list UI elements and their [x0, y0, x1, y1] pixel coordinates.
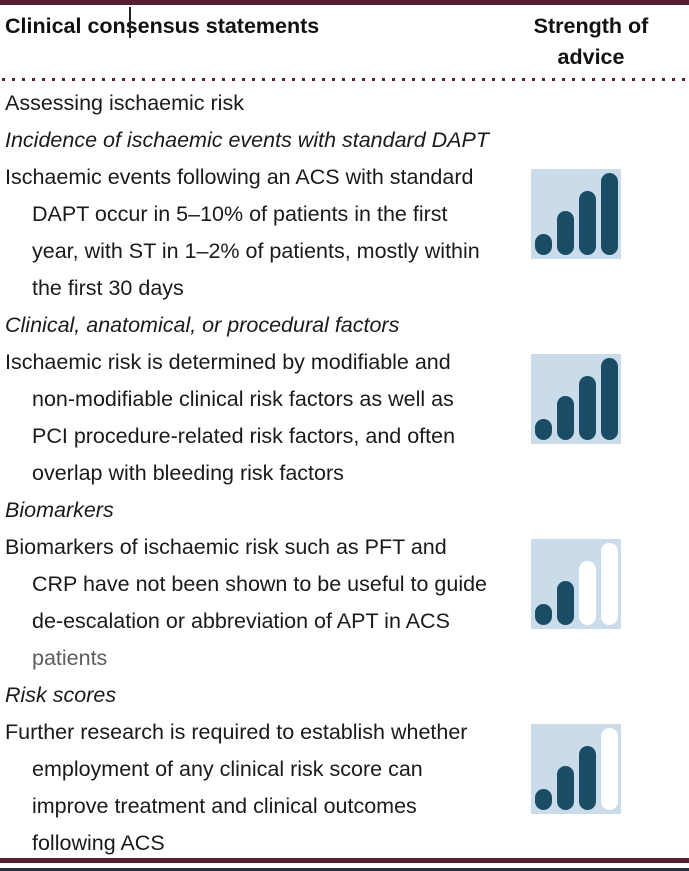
signal-bar [535, 604, 552, 625]
window-bottom-edge [0, 868, 689, 871]
signal-bars-icon-2-of-4 [531, 539, 621, 629]
statement-subheading: Incidence of ischaemic events with stand… [5, 128, 489, 152]
statement-text: Further research is required to establis… [5, 714, 531, 862]
statement-text: Biomarkers of ischaemic risk such as PFT… [5, 529, 531, 677]
statement-line: patients [32, 646, 108, 670]
signal-bar [601, 543, 618, 625]
statement-row: Ischaemic risk is determined by modifiab… [5, 344, 689, 492]
statement-row: Further research is required to establis… [5, 714, 689, 862]
signal-bar [557, 396, 574, 440]
statement-line: DAPT occur in 5–10% of patients in the f… [32, 202, 448, 226]
section-heading-assessing-ischaemic-risk: Assessing ischaemic risk [5, 91, 244, 115]
statement-line: following ACS [32, 831, 165, 855]
dotted-separator [2, 78, 687, 81]
text-cursor [129, 7, 131, 38]
signal-bars-icon-3-of-4 [531, 724, 621, 814]
statement-subheading: Risk scores [5, 683, 117, 707]
signal-bar [579, 191, 596, 255]
table-body: Assessing ischaemic risk Incidence of is… [0, 81, 689, 862]
strength-of-advice-cell [531, 714, 689, 862]
statement-line: the first 30 days [32, 276, 184, 300]
statement-line: year, with ST in 1–2% of patients, mostl… [32, 239, 480, 263]
column-header-strength-of-advice: Strength of advice [533, 14, 649, 69]
statement-line: overlap with bleeding risk factors [32, 461, 344, 485]
statement-line: de-escalation or abbreviation of APT in … [32, 609, 450, 633]
statement-text: Ischaemic events following an ACS with s… [5, 159, 531, 307]
signal-bar [601, 358, 618, 440]
signal-bar [557, 211, 574, 255]
signal-bar [579, 561, 596, 625]
statement-rows: Incidence of ischaemic events with stand… [5, 122, 689, 862]
statement-text: Ischaemic risk is determined by modifiab… [5, 344, 531, 492]
statement-line: Further research is required to establis… [5, 720, 468, 744]
statement-line: Biomarkers of ischaemic risk such as PFT… [5, 535, 447, 559]
signal-bar [579, 376, 596, 440]
signal-bars-icon-4-of-4 [531, 169, 621, 259]
statement-line: employment of any clinical risk score ca… [32, 757, 423, 781]
statement-subheading: Biomarkers [5, 498, 114, 522]
signal-bar [535, 234, 552, 255]
statement-line: Ischaemic events following an ACS with s… [5, 165, 474, 189]
signal-bars-icon-4-of-4 [531, 354, 621, 444]
statement-row: Ischaemic events following an ACS with s… [5, 159, 689, 307]
table-top-border [0, 0, 689, 5]
statement-subheading: Clinical, anatomical, or procedural fact… [5, 313, 400, 337]
statement-line: non-modifiable clinical risk factors as … [32, 387, 454, 411]
signal-bar [535, 789, 552, 810]
statement-line: PCI procedure-related risk factors, and … [32, 424, 456, 448]
table-header-row: Clinical consensus statements Strength o… [0, 5, 689, 73]
signal-bar [557, 766, 574, 810]
statement-row: Biomarkers of ischaemic risk such as PFT… [5, 529, 689, 677]
strength-of-advice-cell [531, 159, 689, 307]
statement-line: improve treatment and clinical outcomes [32, 794, 417, 818]
table-bottom-border [0, 858, 689, 863]
signal-bar [579, 746, 596, 810]
statement-line: CRP have not been shown to be useful to … [32, 572, 488, 596]
signal-bar [557, 581, 574, 625]
strength-of-advice-cell [531, 344, 689, 492]
statement-line: Ischaemic risk is determined by modifiab… [5, 350, 451, 374]
signal-bar [601, 173, 618, 255]
signal-bar [601, 728, 618, 810]
strength-of-advice-cell [531, 529, 689, 677]
signal-bar [535, 419, 552, 440]
column-header-statements: Clinical consensus statements [5, 14, 320, 38]
